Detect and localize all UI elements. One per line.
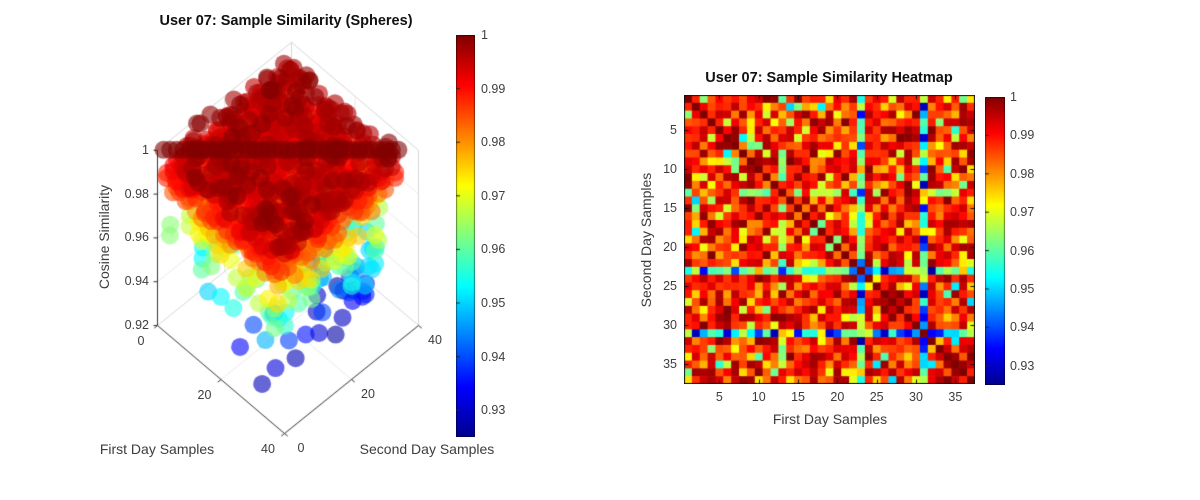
heatmap-colorbar-tick-label: 0.96 (1010, 243, 1035, 258)
heatmap-colorbar-tick-label: 0.97 (1010, 205, 1035, 220)
scatter3d-colorbar-tick-label: 0.98 (481, 135, 506, 150)
heatmap-x-tick-label: 30 (909, 390, 923, 404)
heatmap-colorbar-tick-label: 0.95 (1010, 282, 1035, 296)
heatmap-colorbar-tick-label: 1 (1010, 90, 1017, 104)
heatmap-colorbar-tick-label: 0.94 (1010, 320, 1035, 335)
heatmap-colorbar-tick-label: 0.93 (1010, 358, 1035, 373)
heatmap-x-tick-label: 5 (715, 390, 723, 404)
heatmap-y-tick-label: 35 (663, 357, 677, 372)
scatter3d-colorbar-tick-label: 1 (481, 28, 488, 42)
scatter3d-zaxis-label: Cosine Similarity (96, 184, 112, 290)
heatmap-yaxis-label: Second Day Samples (638, 172, 654, 308)
scatter3d-colorbar-tick-label: 0.93 (481, 403, 506, 418)
heatmap-xaxis-label: First Day Samples (772, 411, 888, 427)
scatter3d-xaxis-label: First Day Samples (99, 441, 215, 457)
heatmap-x-tick-label: 15 (791, 390, 805, 404)
scatter3d-colorbar-tick-label: 0.97 (481, 188, 506, 203)
scatter3d-yaxis-label: Second Day Samples (359, 441, 495, 457)
scatter3d-plot-canvas (60, 20, 460, 470)
scatter3d-colorbar-tick-label: 0.96 (481, 242, 506, 257)
heatmap-title: User 07: Sample Similarity Heatmap (705, 70, 953, 86)
heatmap-x-tick-label: 35 (948, 390, 963, 404)
heatmap-x-tick-label: 20 (830, 390, 845, 404)
heatmap-x-tick-label: 25 (869, 390, 884, 404)
heatmap-colorbar-tick-label: 0.99 (1010, 128, 1035, 143)
heatmap-colorbar-tick-label: 0.98 (1010, 166, 1035, 181)
heatmap-y-tick-label: 5 (670, 123, 677, 138)
heatmap-canvas (684, 95, 975, 384)
heatmap-x-tick-label: 10 (751, 390, 766, 404)
scatter3d-colorbar-tick-label: 0.94 (481, 349, 506, 364)
heatmap-y-tick-label: 30 (663, 318, 677, 333)
heatmap-colorbar (985, 97, 1005, 385)
scatter3d-colorbar (456, 35, 475, 437)
scatter3d-colorbar-tick-label: 0.95 (481, 296, 506, 310)
scatter3d-colorbar-tick-label: 0.99 (481, 81, 506, 96)
